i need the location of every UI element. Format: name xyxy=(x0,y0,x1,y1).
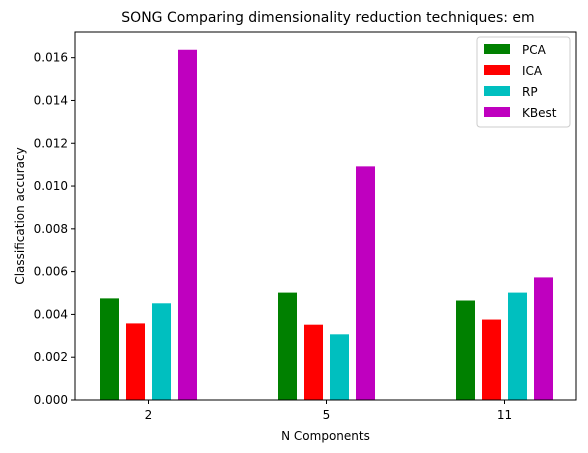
y-tick-label: 0.002 xyxy=(34,350,68,364)
y-tick-label: 0.008 xyxy=(34,222,68,236)
x-tick-label: 2 xyxy=(145,408,153,422)
bar-rp-5 xyxy=(330,334,349,400)
legend-label-kbest: KBest xyxy=(522,106,557,120)
plot-frame xyxy=(74,31,577,401)
bar-ica-5 xyxy=(304,324,323,400)
legend-swatch-pca xyxy=(484,44,510,54)
x-tick-label: 5 xyxy=(323,408,331,422)
bar-kbest-5 xyxy=(356,166,375,400)
bar-pca-2 xyxy=(100,298,119,400)
y-tick-label: 0.012 xyxy=(34,136,68,150)
bar-ica-2 xyxy=(126,323,145,400)
x-axis-label: N Components xyxy=(281,429,370,443)
bar-rp-2 xyxy=(152,303,171,400)
legend-label-ica: ICA xyxy=(522,64,543,78)
x-axis: 2 5 11 xyxy=(145,400,512,422)
y-axis: 0.000 0.002 0.004 0.006 0.008 0.010 0.012 0.014… xyxy=(34,51,75,407)
legend-label-pca: PCA xyxy=(522,43,547,57)
y-tick-label: 0.000 xyxy=(34,393,68,407)
x-tick-label: 11 xyxy=(497,408,512,422)
bar-kbest-11 xyxy=(534,277,553,400)
legend-label-rp: RP xyxy=(522,85,538,99)
bars-group xyxy=(100,49,553,400)
bar-kbest-2 xyxy=(178,49,197,400)
y-tick-label: 0.010 xyxy=(34,179,68,193)
y-axis-label: Classification accuracy xyxy=(13,147,27,284)
y-tick-label: 0.006 xyxy=(34,265,68,279)
y-tick-label: 0.014 xyxy=(34,93,68,107)
legend-box xyxy=(476,36,571,128)
bar-pca-11 xyxy=(456,300,475,400)
bar-rp-11 xyxy=(508,292,527,400)
bar-pca-5 xyxy=(278,292,297,400)
y-tick-label: 0.016 xyxy=(34,51,68,65)
bar-ica-11 xyxy=(482,319,501,400)
legend-swatch-rp xyxy=(484,86,510,96)
legend: PCA ICA RP KBest xyxy=(476,36,571,128)
legend-swatch-kbest xyxy=(484,107,510,117)
chart-title: SONG Comparing dimensionality reduction … xyxy=(121,10,534,26)
legend-swatch-ica xyxy=(484,65,510,75)
y-tick-label: 0.004 xyxy=(34,307,68,321)
